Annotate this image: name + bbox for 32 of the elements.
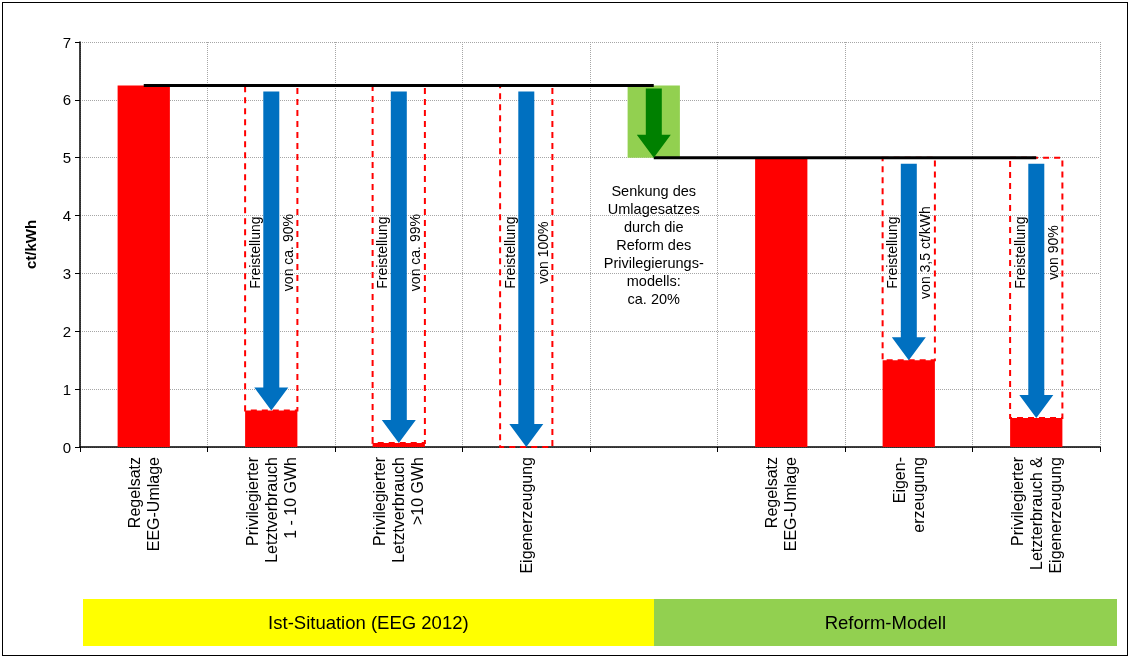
y-tick-label: 5 xyxy=(62,149,71,167)
x-tick-label: Privilegierter Letztverbrauch 1 - 10 GWh xyxy=(243,456,299,563)
annotation: Freistellung xyxy=(1011,216,1028,289)
y-tick-label: 1 xyxy=(62,380,71,398)
y-axis-title: ct/kWh xyxy=(22,219,39,270)
group-banner: Reform-Modell xyxy=(653,599,1117,646)
annotation: von ca. 90% xyxy=(279,214,296,292)
x-tick-label: Regelsatz EEG-Umlage xyxy=(763,456,800,552)
annotation: von 90% xyxy=(1044,225,1061,280)
annotation: Senkung des Umlagesatzes durch die Reform des Privilegierungs- modells: ca. 20% xyxy=(603,182,704,307)
x-tick-label: Eigen- erzeugung xyxy=(890,457,927,533)
annotation: von 3,5 ct/kWh xyxy=(917,206,934,299)
group-banner: Ist-Situation (EEG 2012) xyxy=(83,599,654,646)
bar xyxy=(117,85,170,447)
y-tick-label: 4 xyxy=(62,207,71,225)
bar xyxy=(755,157,808,447)
bar xyxy=(371,84,426,444)
annotation: Freistellung xyxy=(246,216,263,289)
annotation: von ca. 99% xyxy=(407,214,424,292)
y-tick-label: 6 xyxy=(62,91,71,109)
y-tick-label: 2 xyxy=(62,322,71,340)
annotation: Freistellung xyxy=(374,216,391,289)
x-tick-label: Regelsatz EEG-Umlage xyxy=(125,456,162,552)
x-tick-label: Eigenerzeugung xyxy=(517,457,535,574)
annotation: Freistellung xyxy=(884,216,901,289)
bar xyxy=(499,84,554,448)
y-tick-label: 7 xyxy=(62,33,71,51)
y-tick-label: 3 xyxy=(62,264,71,282)
annotation: Freistellung xyxy=(501,216,518,289)
x-tick-label: Privilegierter Letztverbrauch >10 GWh xyxy=(371,456,427,563)
annotation: von 100% xyxy=(534,221,551,284)
y-tick-label: 0 xyxy=(62,438,71,456)
